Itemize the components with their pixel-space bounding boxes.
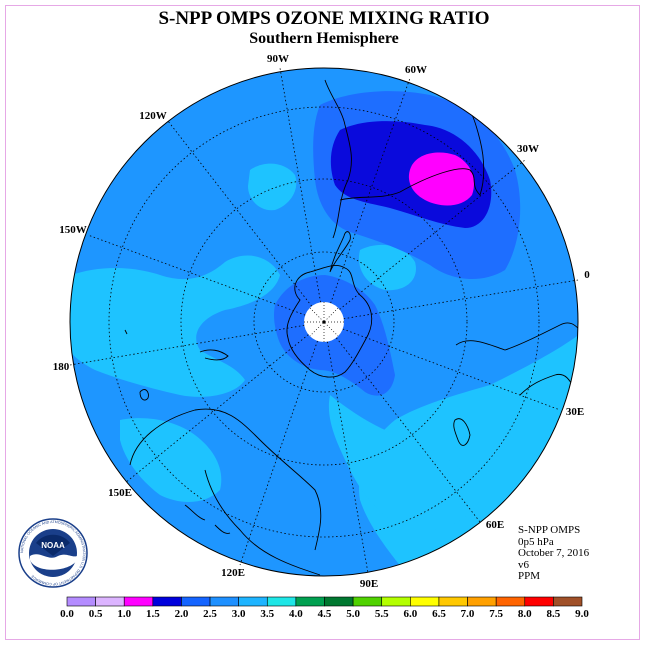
map-subtitle: Southern Hemisphere	[249, 30, 399, 47]
colorbar-tick-label: 2.5	[203, 608, 217, 620]
colorbar-swatch	[495, 596, 526, 607]
info-panel: S-NPP OMPS 0p5 hPa October 7, 2016 v6 PP…	[518, 524, 590, 583]
meridian-150e	[124, 321, 325, 484]
lon-label-30e: 30E	[566, 406, 584, 418]
colorbar-tick-label: 0.5	[88, 608, 103, 620]
colorbar-swatch	[381, 596, 411, 607]
graticule	[69, 67, 579, 574]
colorbar-tick-label: 7.0	[460, 608, 475, 620]
lon-label-150e: 150E	[108, 487, 132, 499]
colorbar-tick-label: 3.5	[260, 608, 275, 620]
colorbar-swatch	[266, 596, 297, 607]
latitude-circle-215	[108, 106, 540, 538]
colorbar-tick-label: 9.0	[575, 608, 589, 620]
colorbar-swatch	[352, 596, 383, 607]
lon-label-120e: 120E	[221, 567, 245, 579]
meridian-30w	[323, 159, 526, 323]
colorbar-swatch	[324, 596, 354, 607]
lon-label-180: 180	[53, 361, 70, 373]
info-instrument: S-NPP OMPS	[518, 524, 581, 536]
madagascar-coast	[453, 418, 471, 446]
colorbar-tick-label: 1.5	[145, 608, 160, 620]
info-units: PPM	[518, 570, 541, 582]
ozone-level-1-0	[408, 152, 475, 206]
map-boundary	[69, 67, 579, 577]
meridian-90e	[323, 321, 369, 574]
colorbar-tick-label: 0.0	[60, 608, 74, 620]
colorbar-tick-label: 4.0	[289, 608, 303, 620]
noaa-logo-text: NOAA	[41, 541, 65, 550]
colorbar-tick-label: 6.0	[403, 608, 418, 620]
lon-label-90w: 90W	[267, 53, 289, 65]
colorbar-swatch	[123, 596, 154, 607]
colorbar-tick-label: 6.5	[432, 608, 446, 620]
ozone-level-3-0-south	[328, 395, 480, 531]
antarctica-coast	[286, 265, 373, 378]
lon-label-30w: 30W	[517, 143, 539, 155]
colorbar-swatch	[238, 596, 268, 607]
lon-label-60e: 60E	[486, 519, 504, 531]
colorbar-swatch	[95, 596, 125, 607]
meridian-120e	[239, 321, 325, 566]
map-title: S-NPP OMPS OZONE MIXING RATIO	[158, 8, 490, 29]
lon-label-150w: 150W	[59, 224, 87, 236]
meridian-120w	[167, 120, 325, 323]
ozone-level-3-0-west	[70, 255, 280, 397]
colorbar-swatch	[438, 596, 468, 607]
lon-label-90e: 90E	[360, 578, 378, 590]
lon-label-0: 0	[584, 269, 590, 281]
antarctic-peninsula	[329, 231, 351, 273]
lon-label-120w: 120W	[139, 110, 167, 122]
colorbar-tick-label: 3.0	[231, 608, 246, 620]
info-version: v6	[518, 558, 529, 571]
australia-coast	[129, 408, 322, 576]
colorbar-swatch	[553, 596, 583, 607]
ozone-level-3-0-southwest	[120, 418, 222, 502]
noaa-logo: NOAA NATIONAL OCEANIC AND ATMOSPHERIC AD…	[18, 518, 88, 588]
latitude-circle-143	[180, 178, 468, 466]
colorbar-tick-label: 1.0	[117, 608, 132, 620]
colorbar-swatch	[524, 596, 554, 607]
colorbar-swatch	[295, 596, 325, 607]
colorbar-tick-label: 8.5	[546, 608, 561, 620]
polar-gap-graticule	[304, 302, 344, 342]
colorbar-swatch	[152, 596, 182, 607]
info-date: October 7, 2016	[518, 547, 590, 559]
ozone-level-3-0-center	[358, 244, 416, 291]
colorbar-swatch	[66, 596, 96, 607]
latitude-circle-70	[253, 251, 395, 393]
meridian-0	[323, 279, 579, 323]
figure-frame	[5, 5, 640, 640]
small-islands	[124, 329, 231, 534]
meridian-180	[69, 321, 325, 366]
ozone-level-3-0-north	[248, 163, 297, 211]
colorbar-tick-label: 4.5	[317, 608, 332, 620]
colorbar-tick-label: 7.5	[489, 608, 504, 620]
colorbar-tick-label: 5.5	[374, 608, 389, 620]
colorbar-swatch	[467, 596, 497, 607]
colorbar-swatch	[410, 596, 440, 607]
new-zealand-coast	[139, 349, 229, 401]
colorbar-tick-label: 8.0	[517, 608, 532, 620]
colorbar-swatch	[209, 596, 239, 607]
south-america-coast	[324, 79, 485, 239]
meridian-60w	[323, 77, 411, 323]
meridian-90w	[279, 67, 325, 323]
colorbar-tick-label: 2.0	[174, 608, 189, 620]
info-level: 0p5 hPa	[518, 535, 554, 548]
colorbar	[66, 596, 583, 607]
colorbar-tick-label: 5.0	[346, 608, 360, 620]
colorbar-swatch	[181, 596, 211, 607]
lon-label-60w: 60W	[405, 64, 427, 76]
south-pole-dot	[322, 320, 326, 324]
